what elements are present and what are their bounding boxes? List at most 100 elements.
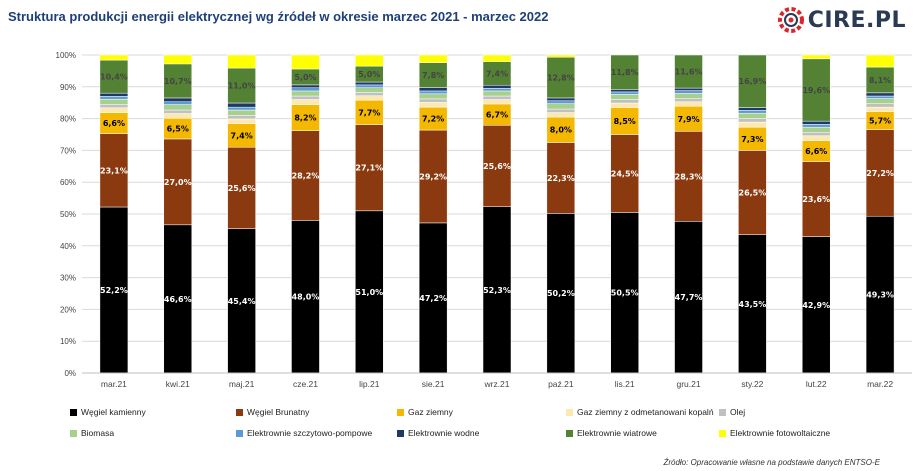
bar-segment-wiatrowe (227, 67, 256, 104)
data-label: 10,4% (100, 73, 128, 82)
x-tick-label: sty.22 (741, 379, 763, 389)
bar-segment-olej (355, 92, 384, 96)
bar-segment-biomasa (865, 98, 895, 104)
data-label: 6,6% (103, 119, 125, 128)
bar-segment-wodne (738, 107, 767, 111)
data-label: 22,3% (547, 174, 575, 183)
bar-segment-wodne (99, 92, 129, 97)
data-label: 6,5% (167, 125, 189, 134)
bar-segment-wegiel-brunatny (99, 133, 129, 208)
data-label: 50,2% (547, 289, 575, 298)
bar-segment-gaz-odmetanowanie (355, 95, 384, 101)
data-label: 24,5% (611, 169, 639, 178)
bar-segment-biomasa (418, 93, 448, 100)
legend-swatch (566, 408, 573, 416)
data-label: 11,6% (675, 68, 703, 77)
bar-segment-wegiel-kamienny (610, 212, 639, 374)
x-tick-label: kwi.21 (166, 379, 190, 389)
x-tick-label: gru.21 (676, 379, 700, 389)
bar-segment-wegiel-brunatny (291, 130, 320, 221)
bar-segment-wegiel-brunatny (674, 131, 703, 222)
bar-segment-fotowoltaiczne (355, 54, 384, 67)
data-label: 47,2% (419, 294, 447, 303)
legend-item-wodne[interactable]: Elektrownie wodne (397, 428, 479, 438)
legend-label: Elektrownie fotowoltaiczne (730, 428, 831, 438)
bar-segment-wegiel-kamienny (99, 206, 129, 374)
bar-segment-olej (99, 104, 129, 109)
data-label: 51,0% (355, 288, 383, 297)
legend-item-gaz-odmetanowanie[interactable]: Gaz ziemny z odmetanowani kopalń (566, 407, 714, 417)
bar-segment-wegiel-brunatny (738, 150, 767, 235)
bar-segment-fotowoltaiczne (801, 54, 831, 60)
data-label: 49,3% (866, 291, 894, 300)
bar-segment-wegiel-brunatny (227, 146, 256, 229)
bar-segment-gaz-odmetanowanie (227, 118, 256, 124)
legend-item-wegiel-kamienny[interactable]: Węgiel kamienny (70, 407, 146, 417)
bar-segment-gaz-odmetanowanie (674, 101, 703, 107)
bar-segment-gaz-odmetanowanie (291, 99, 320, 105)
bar-segment-szczytowo-pompowe (801, 124, 831, 128)
legend-swatch (719, 429, 726, 437)
legend-item-fotowoltaiczne[interactable]: Elektrownie fotowoltaiczne (719, 428, 830, 438)
data-label: 42,9% (802, 301, 830, 310)
x-tick-label: lut.22 (806, 379, 827, 389)
x-tick-label: mar.21 (101, 379, 127, 389)
bar-segment-wegiel-brunatny (610, 134, 639, 213)
bar-segment-gaz-odmetanowanie (865, 106, 895, 112)
bar-segment-wodne (674, 87, 703, 91)
y-tick-label: 10% (60, 337, 76, 346)
bar-segment-olej (674, 97, 703, 102)
bar-segment-wegiel-brunatny (163, 138, 193, 226)
data-label: 7,2% (422, 115, 444, 124)
bar-segment-biomasa (482, 90, 512, 97)
bar-segment-gaz-odmetanowanie (163, 113, 193, 119)
y-axis: 0% 10% 20% 30% 40% 50% 60% 70% 80% 90% 100% (56, 51, 76, 378)
bar-segment-biomasa (291, 90, 320, 97)
bar-segment-biomasa (801, 126, 831, 133)
bar-segment-szczytowo-pompowe (546, 100, 576, 104)
bar-segment-wegiel-kamienny (738, 234, 767, 374)
x-tick-label: lip.21 (359, 379, 380, 389)
bar-segment-wegiel-brunatny (546, 142, 576, 214)
legend-item-olej[interactable]: Olej (719, 407, 745, 417)
bar-segment-wiatrowe (163, 63, 193, 99)
legend-item-wegiel-brunatny[interactable]: Węgiel Brunatny (236, 407, 309, 417)
y-tick-label: 40% (60, 242, 76, 251)
data-label: 7,8% (422, 71, 444, 80)
data-label: 5,7% (869, 117, 891, 126)
data-label: 47,7% (675, 293, 703, 302)
bar-segment-wodne (546, 97, 576, 102)
bar-segment-olej (227, 115, 256, 120)
bar-segment-szczytowo-pompowe (482, 88, 512, 92)
bar-segment-wiatrowe (865, 66, 895, 94)
data-label: 29,2% (419, 172, 447, 181)
bar-segment-wodne (482, 84, 512, 89)
y-tick-label: 60% (60, 178, 76, 187)
legend-item-biomasa[interactable]: Biomasa (70, 428, 114, 438)
bar-segment-gaz-ziemny (610, 107, 639, 135)
bar-segment-wiatrowe (738, 54, 767, 108)
y-tick-label: 90% (60, 83, 76, 92)
bar-segment-olej (482, 95, 512, 100)
data-labels: 52,2% 23,1% 6,6% 10,4% 46,6% 27,0% 6,5% 10,7% 45… (100, 68, 894, 310)
bar-segment-wegiel-brunatny (801, 161, 831, 237)
bar-segment-wegiel-kamienny (291, 220, 320, 374)
data-label: 28,2% (292, 172, 320, 181)
bar-segment-olej (738, 118, 767, 123)
bar-segment-biomasa (355, 87, 384, 93)
legend-item-wiatrowe[interactable]: Elektrownie wiatrowe (566, 428, 657, 438)
data-label: 27,1% (355, 164, 383, 173)
bar-segment-olej (418, 98, 448, 103)
bar-segment-gaz-odmetanowanie (546, 112, 576, 118)
legend-swatch (70, 429, 77, 437)
legend-item-szczytowo-pompowe[interactable]: Elektrownie szczytowo-pompowe (236, 428, 372, 438)
cire-logo[interactable]: CIRE.PL (777, 6, 906, 34)
legend-label: Węgiel kamienny (81, 407, 146, 417)
legend-item-gaz-ziemny[interactable]: Gaz ziemny (397, 407, 453, 417)
bar-segment-wegiel-kamienny (546, 213, 576, 374)
x-tick-label: mar.22 (867, 379, 893, 389)
data-label: 10,7% (164, 77, 192, 86)
bar-segment-fotowoltaiczne (99, 54, 129, 61)
bar-segment-biomasa (610, 94, 639, 100)
bar-segment-fotowoltaiczne (163, 54, 193, 65)
